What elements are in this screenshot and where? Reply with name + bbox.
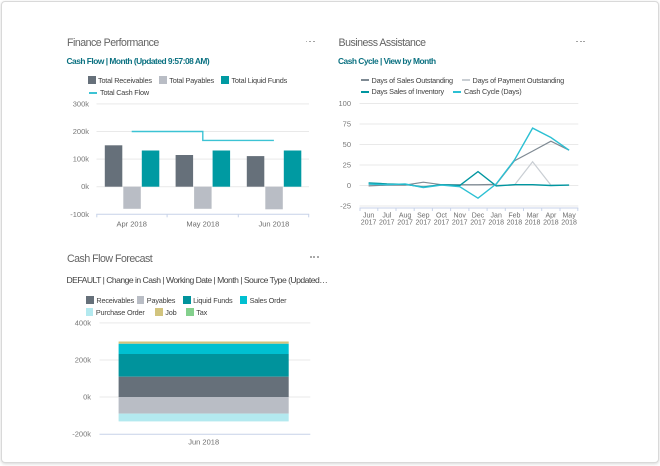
svg-text:0k: 0k <box>81 182 89 191</box>
svg-text:Jun 2018: Jun 2018 <box>188 437 219 446</box>
svg-text:2017: 2017 <box>361 219 377 226</box>
svg-text:2018: 2018 <box>543 219 559 226</box>
svg-text:-25: -25 <box>340 202 351 211</box>
svg-text:-100k: -100k <box>70 210 89 219</box>
svg-text:Jan: Jan <box>491 212 502 219</box>
svg-text:2017: 2017 <box>416 219 432 226</box>
svg-text:Nov: Nov <box>453 212 466 219</box>
svg-text:200k: 200k <box>73 127 90 136</box>
svg-text:2017: 2017 <box>434 219 450 226</box>
svg-text:-200k: -200k <box>72 430 91 439</box>
svg-text:Apr: Apr <box>545 212 557 219</box>
svg-text:2017: 2017 <box>379 219 395 226</box>
svg-text:Sep: Sep <box>417 212 430 219</box>
svg-text:2018: 2018 <box>525 219 541 226</box>
svg-text:2017: 2017 <box>397 219 413 226</box>
svg-text:400k: 400k <box>75 318 92 327</box>
svg-text:2017: 2017 <box>470 219 486 226</box>
svg-text:2018: 2018 <box>561 219 577 226</box>
svg-text:25: 25 <box>343 161 351 170</box>
svg-text:Jul: Jul <box>382 212 391 219</box>
svg-text:0k: 0k <box>83 393 91 402</box>
svg-text:2018: 2018 <box>488 219 504 226</box>
svg-text:Jun: Jun <box>363 212 374 219</box>
svg-text:Feb: Feb <box>508 212 520 219</box>
svg-text:Oct: Oct <box>436 212 447 219</box>
svg-text:Apr 2018: Apr 2018 <box>116 220 146 229</box>
svg-text:300k: 300k <box>73 99 90 108</box>
svg-text:Aug: Aug <box>399 212 412 219</box>
svg-text:2017: 2017 <box>452 219 468 226</box>
svg-text:100: 100 <box>338 99 351 108</box>
svg-text:100k: 100k <box>73 155 90 164</box>
svg-text:0: 0 <box>347 181 351 190</box>
svg-text:50: 50 <box>343 140 351 149</box>
svg-text:200k: 200k <box>75 356 92 365</box>
svg-text:Dec: Dec <box>472 212 485 219</box>
svg-text:May 2018: May 2018 <box>186 220 219 229</box>
svg-text:Jun 2018: Jun 2018 <box>258 220 289 229</box>
svg-text:May: May <box>562 212 576 219</box>
svg-text:Mar: Mar <box>527 212 540 219</box>
svg-text:2018: 2018 <box>507 219 523 226</box>
svg-text:75: 75 <box>343 120 351 129</box>
